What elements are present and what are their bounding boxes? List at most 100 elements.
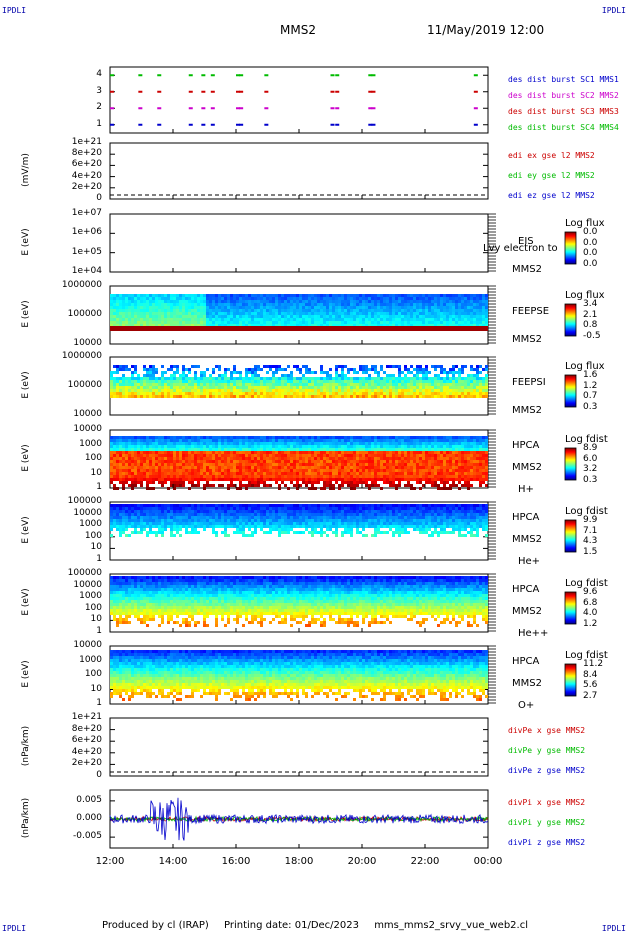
- heat-cell: [158, 297, 161, 300]
- heat-cell: [131, 466, 134, 469]
- heat-cell: [242, 469, 245, 472]
- heat-cell: [242, 460, 245, 463]
- heat-cell: [413, 368, 416, 371]
- heat-cell: [380, 389, 383, 392]
- heat-cell: [413, 386, 416, 389]
- heat-cell: [158, 300, 161, 303]
- heat-cell: [260, 454, 263, 457]
- heat-cell: [440, 481, 443, 484]
- heat-cell: [179, 377, 182, 380]
- heat-cell: [125, 436, 128, 439]
- heat-cell: [257, 377, 260, 380]
- heat-cell: [170, 377, 173, 380]
- heat-cell: [179, 469, 182, 472]
- heat-cell: [128, 318, 131, 321]
- heat-cell: [347, 395, 350, 398]
- heat-cell: [284, 389, 287, 392]
- heat-cell: [143, 460, 146, 463]
- heat-cell: [149, 445, 152, 448]
- heat-cell: [245, 315, 248, 318]
- heat-cell: [434, 389, 437, 392]
- heat-cell: [119, 442, 122, 445]
- heat-cell: [212, 380, 215, 383]
- heat-cell: [206, 469, 209, 472]
- heat-cell: [110, 472, 113, 475]
- heat-cell: [305, 297, 308, 300]
- heat-cell: [218, 454, 221, 457]
- heat-cell: [278, 306, 281, 309]
- heat-cell: [290, 448, 293, 451]
- heat-cell: [224, 460, 227, 463]
- heat-cell: [293, 312, 296, 315]
- heat-cell: [428, 445, 431, 448]
- heat-cell: [443, 481, 446, 484]
- heat-cell: [176, 303, 179, 306]
- heat-cell: [386, 309, 389, 312]
- heat-cell: [200, 318, 203, 321]
- heat-cell: [179, 478, 182, 481]
- heat-cell: [428, 303, 431, 306]
- heat-cell: [398, 454, 401, 457]
- heat-cell: [179, 439, 182, 442]
- heat-cell: [158, 380, 161, 383]
- heat-cell: [164, 472, 167, 475]
- heat-cell: [431, 300, 434, 303]
- heat-cell: [131, 326, 134, 331]
- heat-cell: [326, 321, 329, 324]
- heat-cell: [407, 315, 410, 318]
- heat-cell: [131, 454, 134, 457]
- heat-cell: [206, 484, 209, 487]
- heat-cell: [314, 395, 317, 398]
- heat-cell: [323, 475, 326, 478]
- heat-cell: [344, 309, 347, 312]
- heat-cell: [320, 326, 323, 331]
- heat-cell: [278, 294, 281, 297]
- heat-cell: [281, 389, 284, 392]
- heat-cell: [368, 466, 371, 469]
- heat-cell: [212, 392, 215, 395]
- heat-cell: [302, 324, 305, 327]
- heat-cell: [233, 466, 236, 469]
- heat-cell: [287, 297, 290, 300]
- heat-cell: [311, 303, 314, 306]
- heat-cell: [326, 463, 329, 466]
- heat-cell: [422, 303, 425, 306]
- heat-cell: [206, 324, 209, 327]
- heat-cell: [341, 475, 344, 478]
- heat-cell: [245, 371, 248, 374]
- heat-cell: [236, 463, 239, 466]
- heat-cell: [461, 475, 464, 478]
- heat-cell: [374, 395, 377, 398]
- heat-cell: [431, 392, 434, 395]
- heat-cell: [365, 478, 368, 481]
- heat-cell: [482, 303, 485, 306]
- heat-cell: [176, 315, 179, 318]
- heat-cell: [413, 472, 416, 475]
- heat-cell: [326, 436, 329, 439]
- heat-cell: [206, 395, 209, 398]
- heat-cell: [344, 463, 347, 466]
- heat-cell: [320, 321, 323, 324]
- heat-cell: [218, 306, 221, 309]
- heat-cell: [245, 445, 248, 448]
- heat-cell: [185, 306, 188, 309]
- heat-cell: [383, 294, 386, 297]
- heat-cell: [194, 454, 197, 457]
- heat-cell: [362, 454, 365, 457]
- heat-cell: [125, 451, 128, 454]
- heat-cell: [233, 454, 236, 457]
- heat-cell: [449, 436, 452, 439]
- heat-cell: [392, 315, 395, 318]
- heat-cell: [251, 380, 254, 383]
- heat-cell: [188, 392, 191, 395]
- heat-cell: [131, 380, 134, 383]
- heat-cell: [191, 380, 194, 383]
- heat-cell: [197, 436, 200, 439]
- heat-cell: [200, 300, 203, 303]
- heat-cell: [401, 371, 404, 374]
- heat-cell: [356, 469, 359, 472]
- heat-cell: [473, 377, 476, 380]
- heat-cell: [212, 442, 215, 445]
- heat-cell: [239, 460, 242, 463]
- heat-cell: [161, 451, 164, 454]
